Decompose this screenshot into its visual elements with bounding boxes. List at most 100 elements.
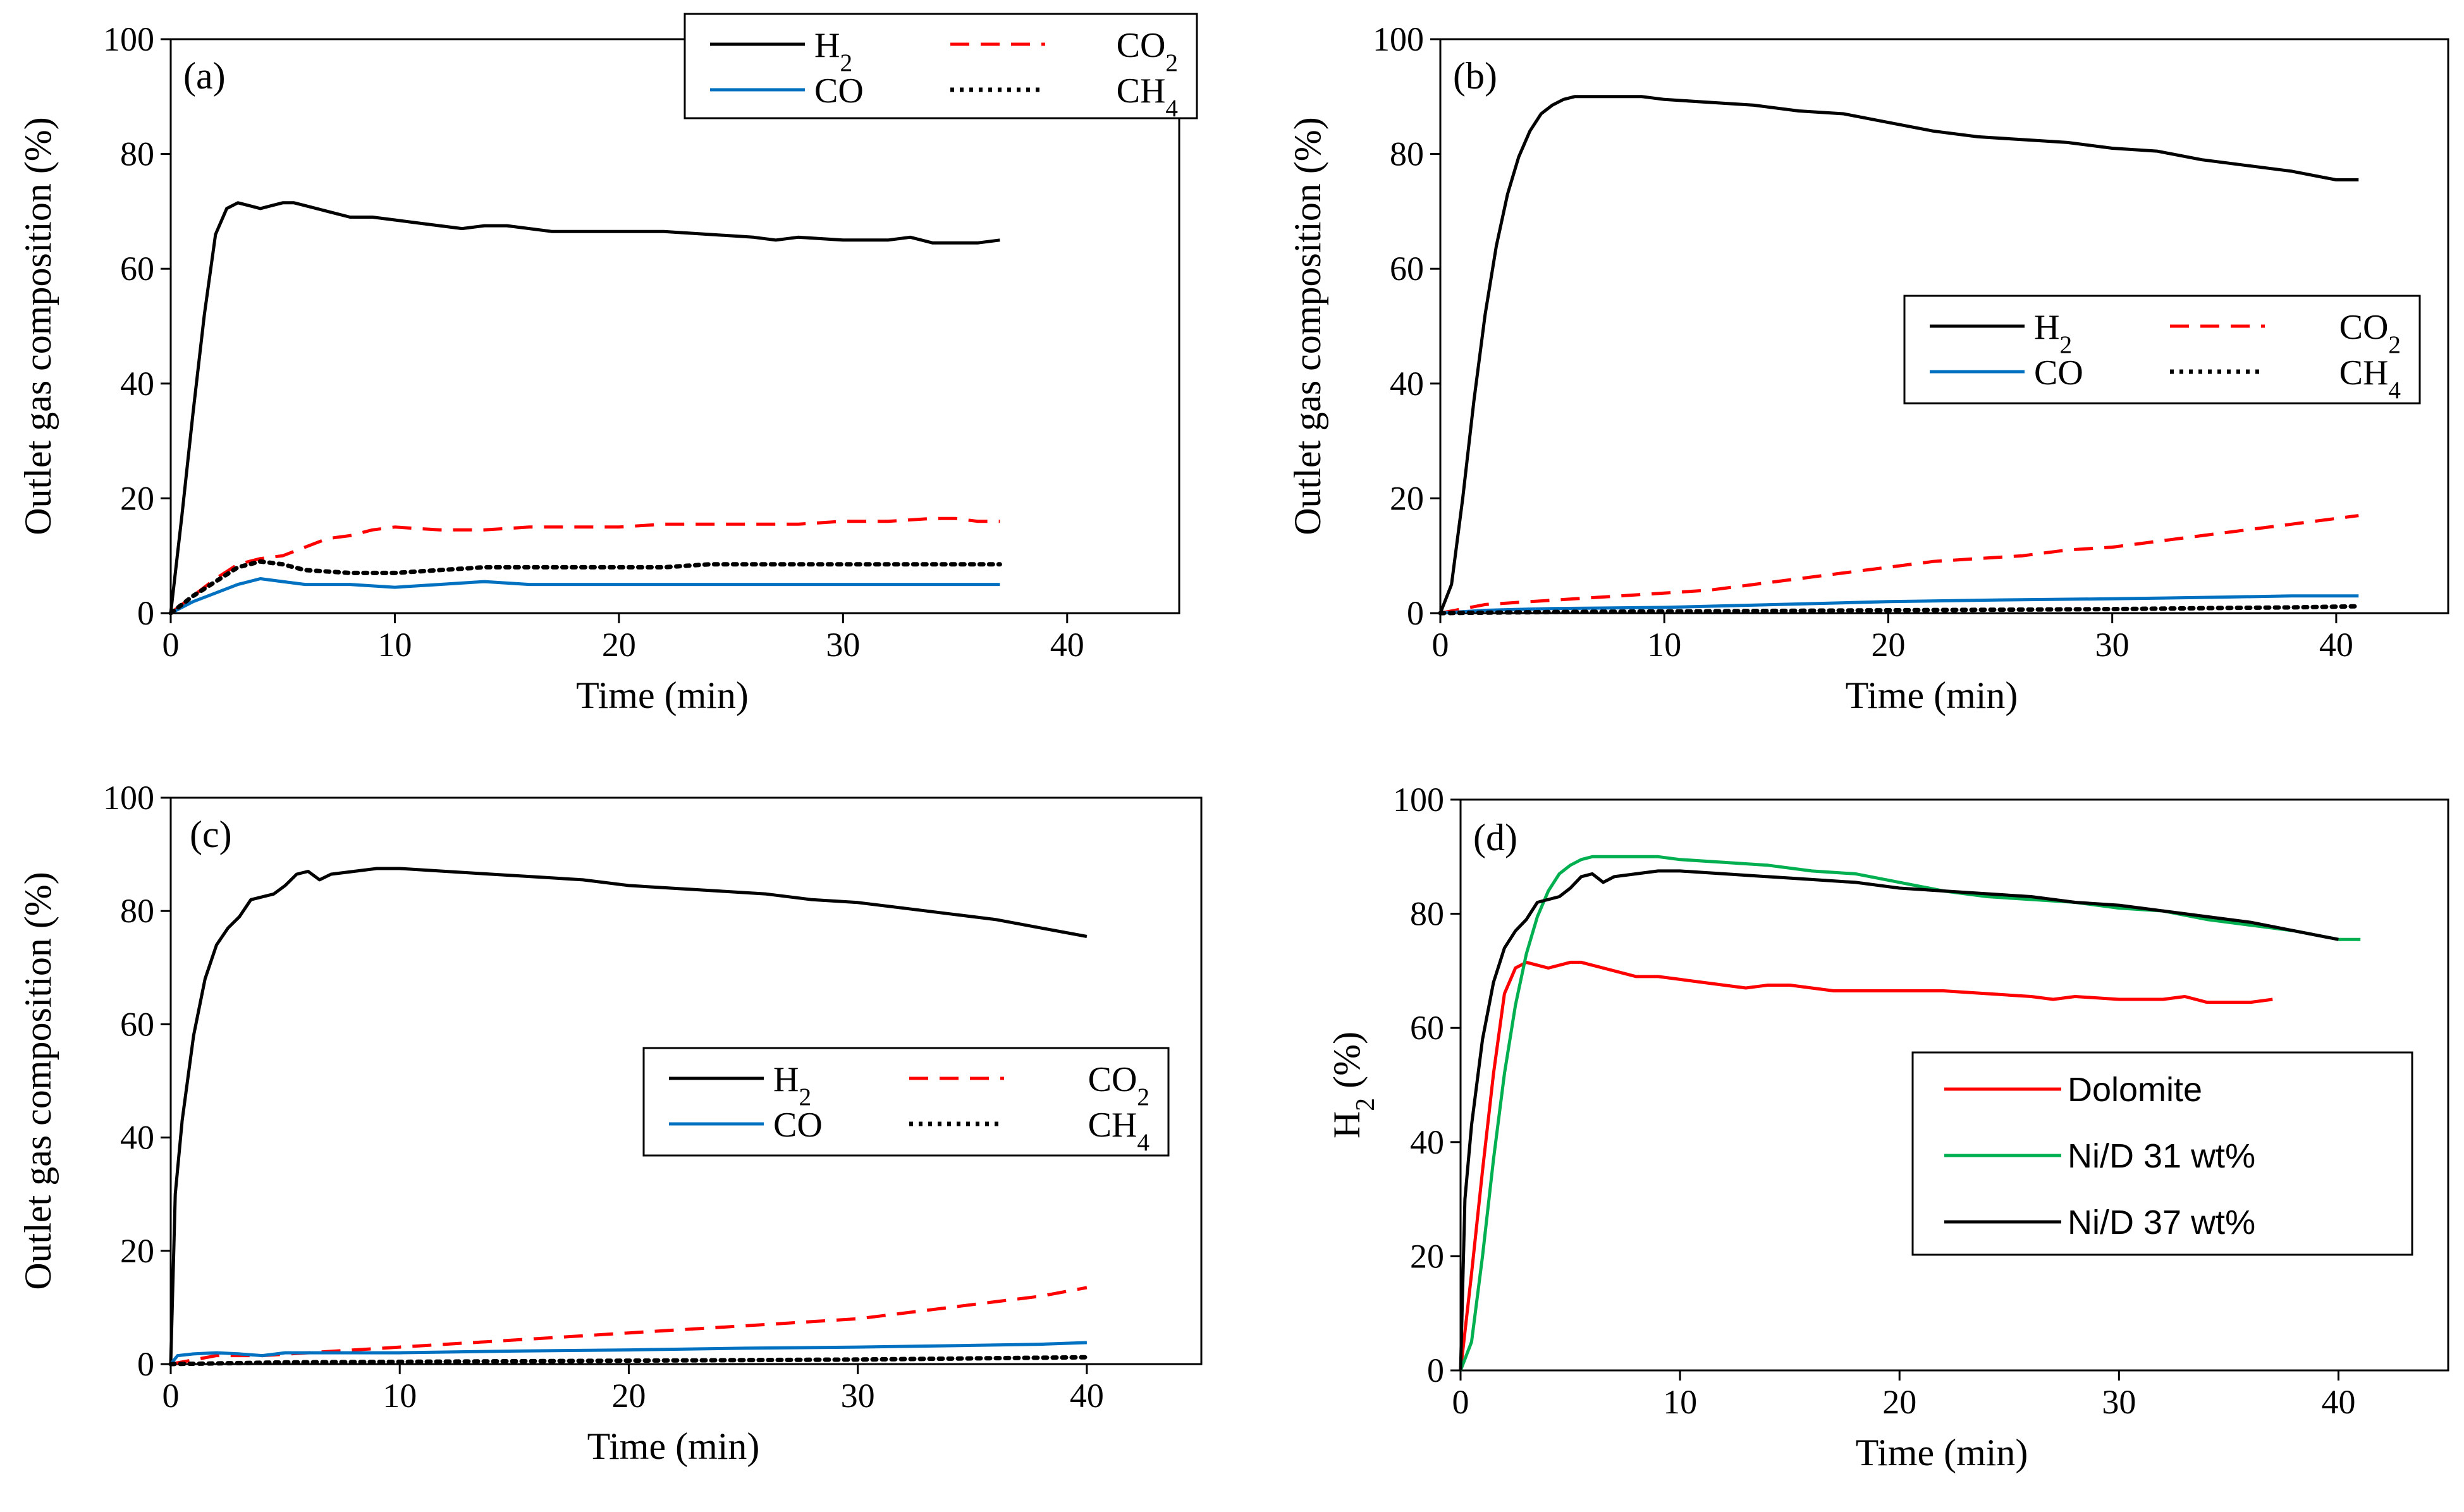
plot-frame xyxy=(169,38,1180,614)
chart-panel-1: 0 20 40 60 80 100 0 10 20 30 40 Time (min) Outlet ga… xyxy=(17,13,1198,716)
legend-box xyxy=(683,13,1198,119)
y-tick-label: 20 xyxy=(120,1232,154,1270)
series-line-dolomite xyxy=(1459,960,2273,1371)
series-line-h2 xyxy=(169,867,1088,1365)
series-line-co xyxy=(1440,594,2359,615)
legend-label-co2: CO2 xyxy=(1088,1060,1149,1111)
x-tick-label: 0 xyxy=(1452,1383,1469,1421)
x-tick-label: 10 xyxy=(383,1377,417,1415)
x-tick-label: 10 xyxy=(1663,1383,1697,1421)
y-tick-label: 40 xyxy=(120,1119,154,1157)
x-tick-label: 20 xyxy=(1882,1383,1916,1421)
y-tick-label: 40 xyxy=(120,365,154,403)
y-tick-label: 0 xyxy=(1407,594,1424,632)
y-tick-label: 60 xyxy=(120,1005,154,1043)
y-tick-label: 0 xyxy=(137,594,154,632)
panel-label: (c) xyxy=(190,814,232,855)
legend-label-co2: CO2 xyxy=(2339,308,2401,358)
y-tick-label: 0 xyxy=(137,1345,154,1383)
legend-label-ch4: CH4 xyxy=(1088,1106,1149,1156)
y-tick-label: 80 xyxy=(120,135,154,173)
series-line-co2 xyxy=(169,516,1000,614)
y-axis-label: Outlet gas composition (%) xyxy=(17,872,59,1290)
legend-box xyxy=(1903,295,2421,405)
series-line-ch4 xyxy=(1438,604,2361,616)
y-tick-label: 20 xyxy=(1390,479,1424,517)
chart-panel-2: 0 20 40 60 80 100 0 10 20 30 40 Time (min) Outlet ga… xyxy=(1287,20,2449,716)
panel-label: (b) xyxy=(1453,55,1497,97)
y-tick-label: 40 xyxy=(1410,1123,1444,1161)
x-tick-label: 40 xyxy=(2321,1383,2355,1421)
plot-frame xyxy=(169,796,1203,1365)
x-tick-label: 40 xyxy=(1070,1377,1104,1415)
plot-frame xyxy=(1459,798,2449,1372)
y-tick-label: 80 xyxy=(1390,135,1424,173)
legend-label-co: CO xyxy=(814,71,864,111)
series-line-h2 xyxy=(169,201,1000,614)
series-line-ch4 xyxy=(168,559,1002,616)
y-axis-label: Outlet gas composition (%) xyxy=(17,117,59,535)
y-tick-label: 80 xyxy=(1410,895,1444,933)
x-tick-label: 30 xyxy=(841,1377,875,1415)
legend: H2 CO2 CO CH4 xyxy=(683,13,1198,122)
x-axis-label: Time (min) xyxy=(1856,1432,2028,1473)
x-axis-label: Time (min) xyxy=(587,1425,760,1467)
y-tick-label: 20 xyxy=(1410,1237,1444,1275)
series-line-co2 xyxy=(1440,514,2359,615)
series-line-h2 xyxy=(1438,95,2359,614)
y-tick-label: 20 xyxy=(120,479,154,517)
legend-label-ch4: CH4 xyxy=(1117,71,1178,122)
y-tick-label: 60 xyxy=(1390,250,1424,288)
legend: H2 CO2 CO CH4 xyxy=(642,1047,1170,1157)
x-tick-label: 0 xyxy=(1432,626,1449,664)
y-tick-label: 100 xyxy=(103,20,154,58)
y-axis-label: Outlet gas composition (%) xyxy=(1287,117,1328,535)
x-tick-label: 10 xyxy=(377,626,412,664)
series-line-nid37 xyxy=(1459,869,2339,1371)
x-tick-label: 30 xyxy=(2095,626,2130,664)
x-tick-label: 20 xyxy=(602,626,636,664)
y-tick-label: 100 xyxy=(1373,20,1424,58)
x-axis-label: Time (min) xyxy=(576,674,749,716)
legend-box xyxy=(642,1047,1170,1157)
legend: Dolomite Ni/D 31 wt% Ni/D 37 wt% xyxy=(1911,1051,2413,1256)
chart-panel-4: 0 20 40 60 80 100 0 10 20 30 40 Time (min) H2 (%) (d)… xyxy=(1326,781,2449,1473)
y-tick-label: 60 xyxy=(120,250,154,288)
legend-label-h2: H2 xyxy=(773,1060,811,1111)
legend-label-dolomite: Dolomite xyxy=(2068,1071,2202,1109)
legend-label-h2: H2 xyxy=(2034,308,2072,358)
x-tick-label: 40 xyxy=(2319,626,2353,664)
x-tick-label: 20 xyxy=(1871,626,1905,664)
x-tick-label: 30 xyxy=(2102,1383,2136,1421)
panel-label: (a) xyxy=(183,55,226,97)
panel-label: (d) xyxy=(1473,817,1517,858)
x-tick-label: 0 xyxy=(162,626,180,664)
x-tick-label: 30 xyxy=(826,626,860,664)
series-line-co xyxy=(169,1341,1087,1365)
x-axis-label: Time (min) xyxy=(1846,674,2018,716)
legend: H2 CO2 CO CH4 xyxy=(1903,295,2421,405)
legend-label-co: CO xyxy=(773,1106,823,1145)
chart-panel-3: 0 20 40 60 80 100 0 10 20 30 40 Time (min) Outlet ga… xyxy=(17,779,1203,1467)
legend-label-ch4: CH4 xyxy=(2339,353,2401,404)
x-tick-label: 0 xyxy=(162,1377,180,1415)
y-tick-label: 80 xyxy=(120,892,154,930)
series-line-co xyxy=(169,577,1000,615)
legend-label-nid31: Ni/D 31 wt% xyxy=(2068,1137,2255,1175)
legend-label-nid37: Ni/D 37 wt% xyxy=(2068,1204,2255,1241)
x-tick-label: 10 xyxy=(1647,626,1681,664)
x-tick-label: 40 xyxy=(1050,626,1084,664)
y-tick-label: 40 xyxy=(1390,365,1424,403)
series-line-ch4 xyxy=(168,1355,1089,1367)
legend-label-co: CO xyxy=(2034,353,2083,393)
y-tick-label: 60 xyxy=(1410,1009,1444,1047)
y-axis-label: H2 (%) xyxy=(1326,1032,1380,1138)
y-tick-label: 0 xyxy=(1427,1351,1444,1389)
y-tick-label: 100 xyxy=(103,779,154,817)
plot-frame xyxy=(1439,38,2449,614)
legend-label-co2: CO2 xyxy=(1117,26,1178,76)
y-tick-label: 100 xyxy=(1393,781,1444,819)
legend-label-h2: H2 xyxy=(814,26,852,76)
x-tick-label: 20 xyxy=(611,1377,646,1415)
